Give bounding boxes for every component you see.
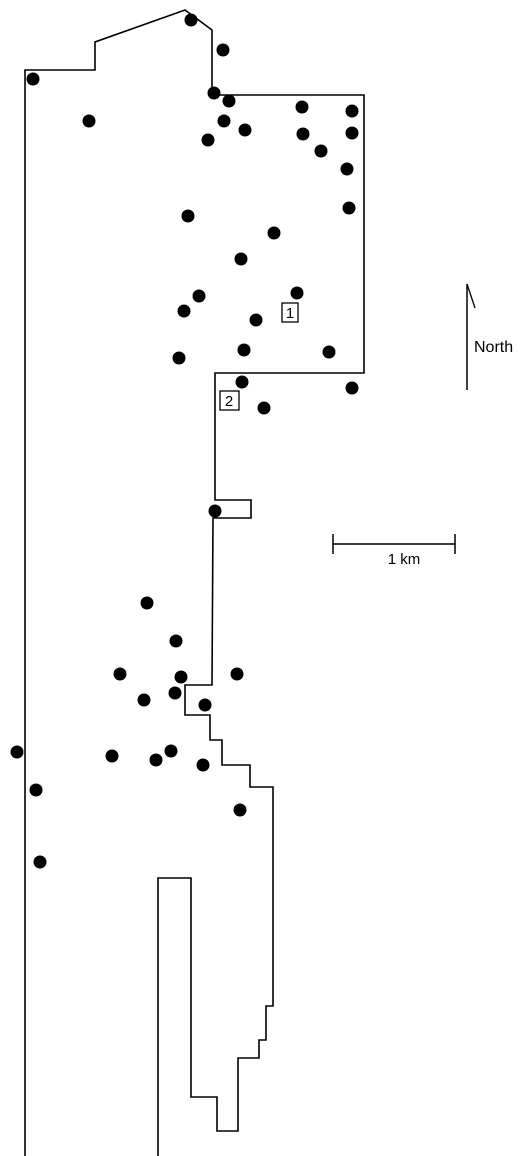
sample-point: [33, 855, 47, 869]
site-boundary: [24, 9, 365, 1156]
sample-point: [181, 209, 195, 223]
sample-point: [249, 313, 263, 327]
sample-point: [208, 504, 222, 518]
sample-point: [314, 144, 328, 158]
sample-point: [174, 670, 188, 684]
sample-point: [216, 43, 230, 57]
sample-point: [237, 343, 251, 357]
marker-2-label: 2: [225, 393, 233, 410]
sample-point: [177, 304, 191, 318]
north-arrow-head: [466, 283, 476, 309]
sample-point: [345, 381, 359, 395]
sample-point: [230, 667, 244, 681]
sample-point: [234, 252, 248, 266]
sample-point: [296, 127, 310, 141]
sample-point: [82, 114, 96, 128]
sample-point: [257, 401, 271, 415]
sample-point: [238, 123, 252, 137]
sample-point: [222, 94, 236, 108]
marker-1-label: 1: [286, 305, 294, 322]
marker-2: 2: [219, 390, 240, 411]
sample-point: [207, 86, 221, 100]
sample-point: [169, 634, 183, 648]
sample-point: [345, 104, 359, 118]
marker-1: 1: [281, 302, 299, 323]
sample-point: [168, 686, 182, 700]
sample-point: [196, 758, 210, 772]
sample-point: [201, 133, 215, 147]
sample-point: [345, 126, 359, 140]
sample-point: [233, 803, 247, 817]
marker-1-box: [281, 302, 299, 323]
sample-point: [105, 749, 119, 763]
scale-bar: 1 km: [332, 534, 456, 568]
sample-point: [29, 783, 43, 797]
sample-point: [164, 744, 178, 758]
sample-point: [172, 351, 186, 365]
sample-point: [340, 162, 354, 176]
north-label: North: [474, 339, 513, 356]
sample-point: [192, 289, 206, 303]
sample-point: [217, 114, 231, 128]
sample-point: [198, 698, 212, 712]
sample-point: [342, 201, 356, 215]
sample-point: [10, 745, 24, 759]
marker-2-box: [219, 390, 240, 411]
sample-point: [267, 226, 281, 240]
sample-point: [140, 596, 154, 610]
sample-points: [10, 13, 359, 869]
sample-point: [322, 345, 336, 359]
sample-point: [149, 753, 163, 767]
sample-point: [113, 667, 127, 681]
sample-point: [137, 693, 151, 707]
north-arrow: North: [466, 283, 513, 390]
sample-point: [235, 375, 249, 389]
sample-point: [290, 286, 304, 300]
sample-point: [295, 100, 309, 114]
scale-label: 1 km: [388, 551, 421, 568]
sample-point: [26, 72, 40, 86]
sample-point: [184, 13, 198, 27]
